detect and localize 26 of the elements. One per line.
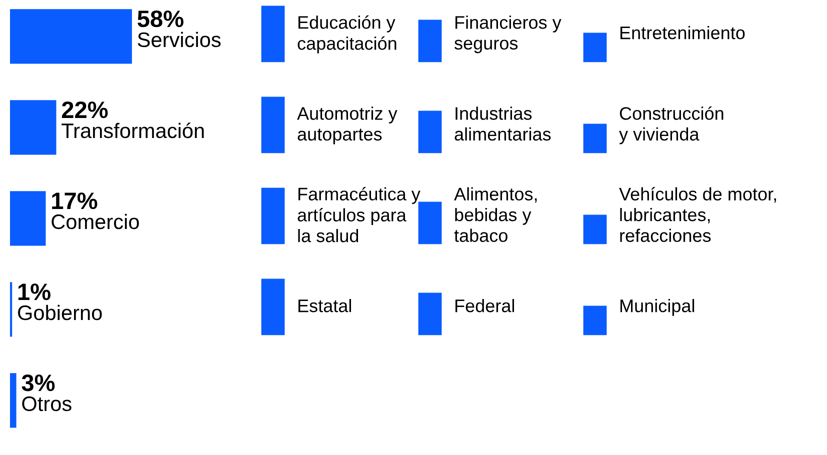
bar xyxy=(10,191,46,246)
data-label: 3% xyxy=(22,374,55,392)
y-tick-label: Otros xyxy=(22,396,72,412)
text: Construcción y vivienda xyxy=(619,106,724,144)
text: Industrias alimentarias xyxy=(454,106,551,141)
data-label: 1% xyxy=(18,284,50,300)
text: Farmacéutica y artículos para la salud xyxy=(298,186,420,242)
text: Federal xyxy=(455,298,514,312)
data-label: 17% xyxy=(52,192,98,210)
bar xyxy=(10,373,16,428)
text: Estatal xyxy=(298,298,351,312)
text: Alimentos, bebidas y tabaco xyxy=(454,187,537,242)
text: Municipal xyxy=(620,298,694,316)
text: Financieros y seguros xyxy=(454,16,562,54)
text: Educación y capacitación xyxy=(298,15,396,54)
y-tick-label: Transformación xyxy=(62,122,204,138)
y-tick-label: Comercio xyxy=(52,214,139,230)
text: Vehículos de motor, lubricantes, refacciones xyxy=(619,187,776,242)
text: Entretenimiento xyxy=(620,26,745,40)
text: Automotriz y autopartes xyxy=(297,106,398,144)
y-tick-label: Servicios xyxy=(138,32,221,48)
data-label: 58% xyxy=(138,10,184,28)
data-label: 22% xyxy=(62,101,108,118)
bar xyxy=(10,100,56,155)
y-tick-label: Gobierno xyxy=(18,304,102,320)
bar xyxy=(10,9,132,64)
